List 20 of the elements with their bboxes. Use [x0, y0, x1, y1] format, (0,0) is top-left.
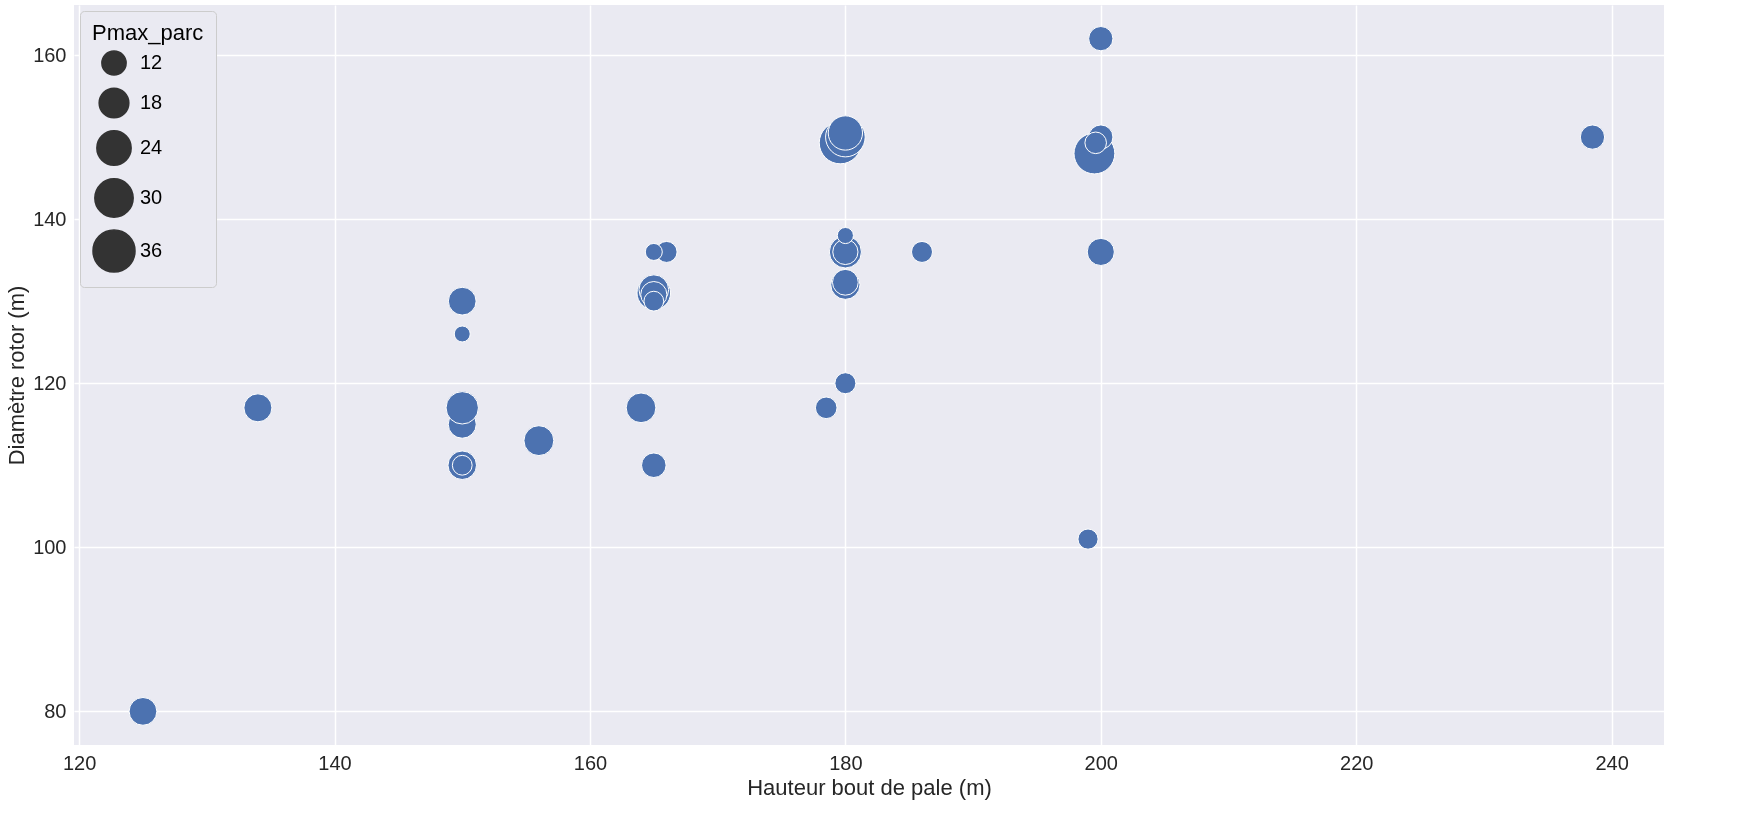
- x-tick-label: 180: [829, 751, 863, 774]
- legend-label: 18: [140, 91, 163, 113]
- x-tick-label: 160: [573, 751, 608, 774]
- y-tick-label: 80: [44, 699, 67, 722]
- x-tick-label: 220: [1340, 751, 1374, 774]
- x-tick-label: 120: [62, 751, 97, 774]
- x-axis-title: Hauteur bout de pale (m): [747, 774, 992, 800]
- y-tick-label: 120: [33, 371, 67, 394]
- legend-label: 36: [140, 239, 163, 261]
- x-tick-label: 200: [1084, 751, 1118, 774]
- y-tick-label: 140: [33, 207, 67, 230]
- y-tick-label: 100: [33, 535, 67, 558]
- x-tick-label: 140: [318, 751, 352, 774]
- y-tick-label: 160: [33, 43, 67, 66]
- x-tick-label: 240: [1595, 751, 1629, 774]
- legend-label: 30: [140, 186, 163, 208]
- legend-label: 12: [140, 51, 163, 73]
- y-axis-title: Diamètre rotor (m): [4, 285, 30, 466]
- legend-title: Pmax_parc: [92, 20, 204, 45]
- legend-label: 24: [140, 136, 163, 158]
